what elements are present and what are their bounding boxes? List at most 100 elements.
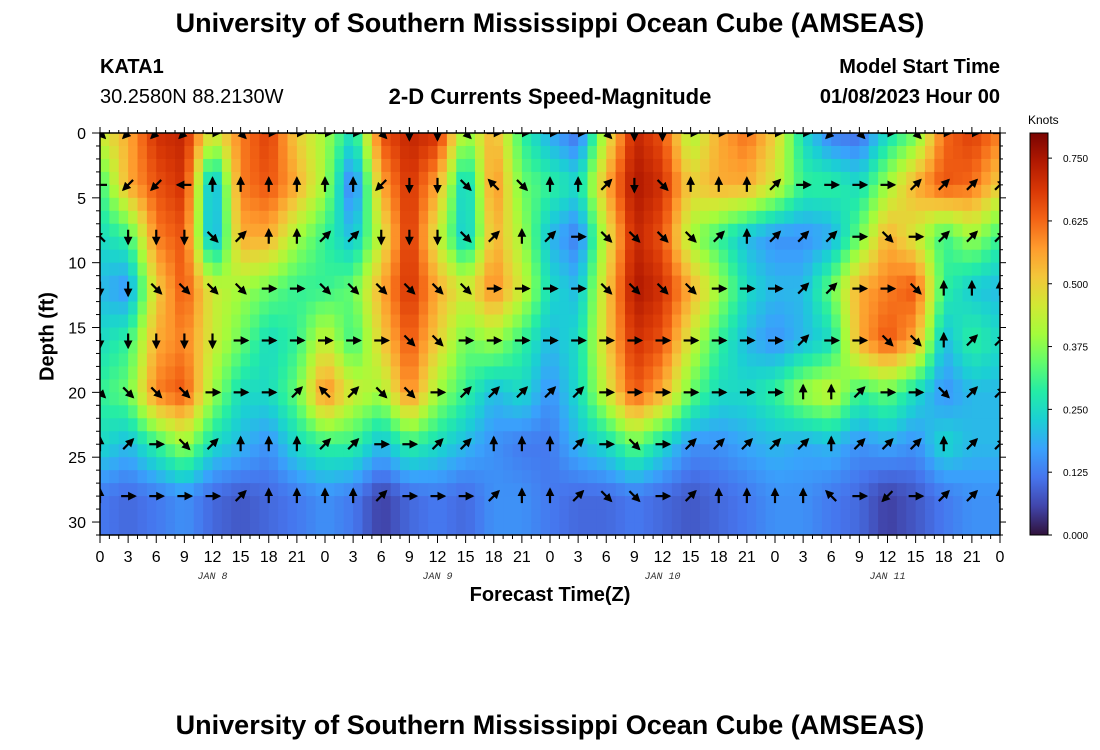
- heat-cell: [653, 171, 664, 186]
- heat-cell: [146, 366, 157, 380]
- heat-cell: [100, 457, 110, 471]
- heat-cell: [953, 223, 964, 238]
- heat-cell: [268, 366, 279, 380]
- heat-cell: [446, 171, 457, 186]
- heat-cell: [353, 366, 364, 380]
- heat-cell: [353, 327, 364, 342]
- heat-cell: [784, 327, 795, 342]
- heat-cell: [662, 366, 673, 380]
- heat-cell: [231, 405, 242, 419]
- heat-cell: [146, 184, 157, 199]
- heat-cell: [653, 301, 664, 316]
- heat-cell: [456, 340, 467, 355]
- heat-cell: [737, 522, 748, 535]
- heat-cell: [446, 301, 457, 316]
- heat-cell: [465, 457, 476, 471]
- heat-cell: [503, 483, 514, 497]
- heat-cell: [615, 327, 626, 342]
- heat-cell: [315, 223, 326, 238]
- heat-cell: [503, 158, 514, 173]
- heat-cell: [390, 223, 401, 238]
- heat-cell: [521, 444, 532, 458]
- heat-cell: [118, 444, 129, 458]
- heat-cell: [587, 210, 598, 225]
- heat-cell: [409, 171, 420, 186]
- heat-cell: [175, 262, 185, 277]
- heat-cell: [446, 249, 457, 264]
- heat-cell: [184, 457, 195, 471]
- heat-cell: [906, 379, 917, 393]
- heat-cell: [981, 444, 992, 458]
- heat-cell: [587, 340, 598, 355]
- heat-cell: [465, 314, 476, 329]
- heat-cell: [343, 236, 354, 251]
- heat-cell: [521, 288, 532, 303]
- heat-cell: [953, 457, 964, 471]
- heat-cell: [465, 483, 476, 497]
- heat-cell: [990, 509, 1000, 523]
- heat-cell: [353, 353, 364, 368]
- current-arrow: [403, 334, 416, 347]
- heat-cell: [634, 145, 645, 160]
- heat-cell: [353, 171, 364, 186]
- heat-cell: [268, 431, 279, 445]
- heat-cell: [559, 366, 570, 380]
- heat-cell: [221, 509, 232, 523]
- heat-cell: [390, 133, 401, 147]
- heat-cell: [100, 236, 110, 251]
- x-tick-label: 12: [654, 549, 672, 566]
- heat-cell: [606, 301, 617, 316]
- heat-cell: [868, 366, 879, 380]
- heat-cell: [681, 262, 692, 277]
- current-arrow: [403, 386, 416, 399]
- heat-cell: [250, 249, 260, 264]
- heat-cell: [606, 223, 617, 238]
- heat-cell: [296, 197, 307, 212]
- heat-cell: [278, 444, 289, 458]
- heat-cell: [409, 314, 420, 329]
- heat-cell: [165, 379, 176, 393]
- heat-cell: [156, 301, 167, 316]
- heat-cell: [990, 288, 1000, 303]
- heat-cell: [887, 444, 898, 458]
- heat-cell: [287, 418, 298, 432]
- heat-cell: [512, 509, 523, 523]
- heat-cell: [728, 392, 739, 406]
- heat-cell: [625, 509, 635, 523]
- heat-cell: [765, 405, 776, 419]
- heat-cell: [831, 496, 842, 510]
- heat-cell: [596, 392, 607, 406]
- heat-cell: [840, 379, 851, 393]
- heat-cell: [343, 314, 354, 329]
- heat-cell: [896, 496, 907, 510]
- heat-cell: [221, 314, 232, 329]
- heat-cell: [596, 223, 607, 238]
- heat-cell: [418, 340, 429, 355]
- heat-cell: [559, 262, 570, 277]
- heat-cell: [671, 405, 682, 419]
- heat-cell: [887, 379, 898, 393]
- heat-cell: [400, 483, 410, 497]
- heat-cell: [184, 301, 195, 316]
- heat-cell: [840, 314, 851, 329]
- heat-cell: [700, 275, 710, 290]
- heat-cell: [325, 366, 335, 380]
- heat-cell: [128, 288, 139, 303]
- heat-cell: [943, 444, 954, 458]
- heat-cell: [512, 392, 523, 406]
- heat-cell: [287, 236, 298, 251]
- heat-cell: [775, 483, 785, 497]
- heat-cell: [662, 405, 673, 419]
- heat-cell: [334, 379, 345, 393]
- heat-cell: [550, 444, 560, 458]
- heat-cell: [728, 457, 739, 471]
- heat-cell: [268, 392, 279, 406]
- heat-cell: [334, 171, 345, 186]
- heat-cell: [878, 171, 889, 186]
- heat-cell: [765, 249, 776, 264]
- heat-cell: [343, 133, 354, 147]
- heat-cell: [503, 327, 514, 342]
- heat-cell: [240, 496, 251, 510]
- heat-cell: [250, 288, 260, 303]
- heat-cell: [690, 133, 701, 147]
